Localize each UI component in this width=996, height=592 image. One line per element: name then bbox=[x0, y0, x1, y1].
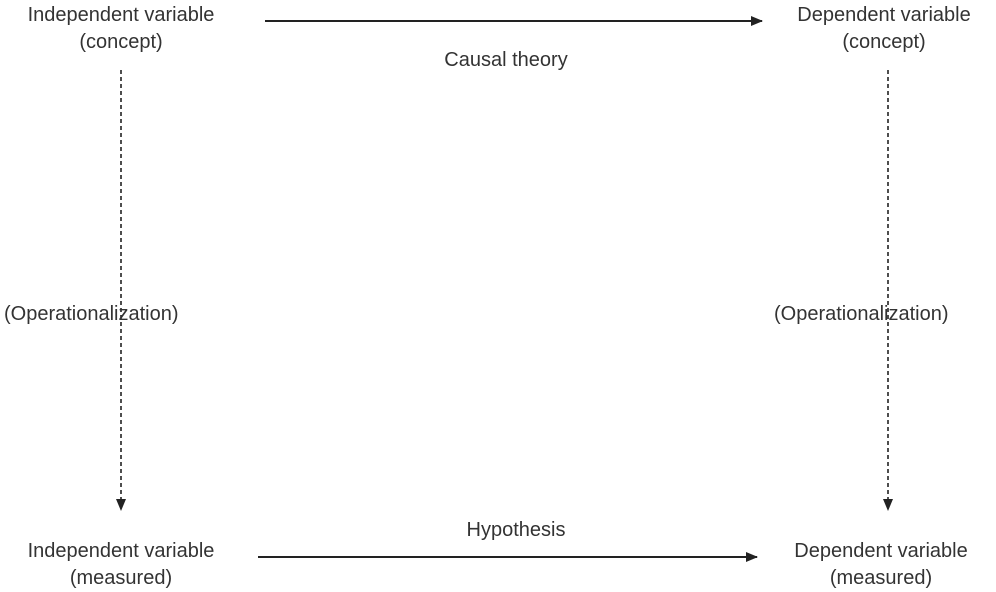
node-label-line1: Dependent variable bbox=[794, 540, 968, 562]
independent-variable-measured-node: Independent variable (measured) bbox=[0, 538, 242, 592]
node-label-line2: (measured) bbox=[69, 567, 173, 589]
dependent-variable-concept-node: Dependent variable (concept) bbox=[772, 2, 996, 56]
operationalization-left-label: (Operationalization) bbox=[4, 303, 179, 325]
causal-theory-label: Causal theory bbox=[444, 49, 568, 71]
independent-variable-concept-node: Independent variable (concept) bbox=[0, 2, 242, 56]
node-label-line1: Independent variable bbox=[27, 4, 215, 26]
node-label-line2: (measured) bbox=[829, 567, 933, 589]
node-label-line2: (concept) bbox=[79, 31, 163, 53]
hypothesis-label: Hypothesis bbox=[466, 519, 566, 541]
node-label-line2: (concept) bbox=[842, 31, 926, 53]
dependent-variable-measured-node: Dependent variable (measured) bbox=[768, 538, 994, 592]
node-label-line1: Independent variable bbox=[27, 540, 215, 562]
node-label-line1: Dependent variable bbox=[797, 4, 971, 26]
operationalization-right-label: (Operationalization) bbox=[774, 303, 949, 325]
